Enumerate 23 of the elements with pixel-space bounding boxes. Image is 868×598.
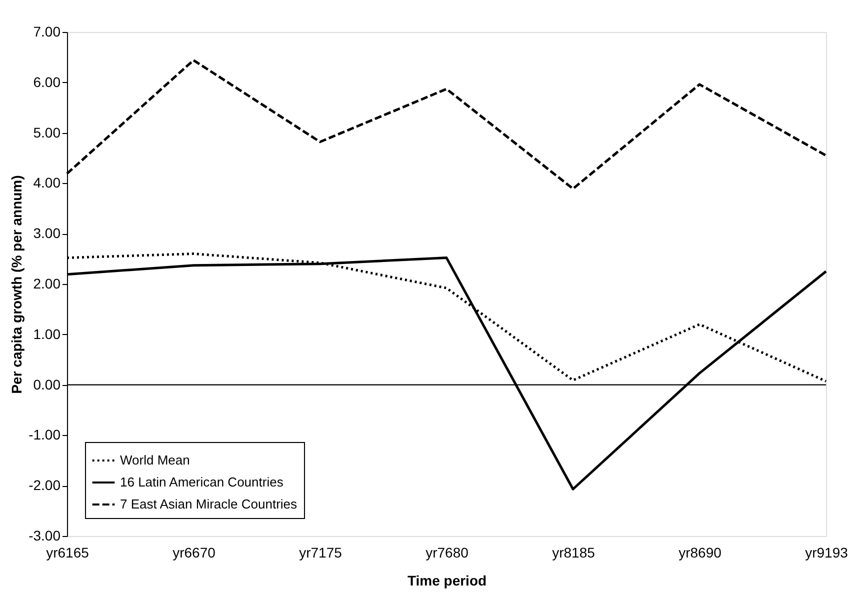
y-tick-label: -3.00	[28, 528, 61, 544]
x-tick-label: yr6165	[46, 544, 90, 560]
y-tick-label: 4.00	[33, 174, 61, 191]
y-tick-label: -2.00	[28, 477, 61, 494]
x-tick-label: yr7680	[426, 544, 469, 560]
x-axis-title: Time period	[407, 572, 487, 588]
y-tick-label: 2.00	[33, 276, 61, 292]
y-tick-label: 1.00	[33, 326, 61, 342]
x-tick-label: yr8185	[552, 544, 596, 560]
y-tick-label: 5.00	[33, 124, 61, 140]
y-axis-title: Per capita growth (% per annum)	[8, 175, 25, 394]
legend-label: 16 Latin American Countries	[120, 474, 284, 490]
y-tick-label: 6.00	[33, 74, 61, 90]
x-tick-label: yr8690	[678, 544, 722, 560]
y-tick-label: 7.00	[33, 24, 61, 40]
legend-label: World Mean	[120, 452, 190, 468]
x-tick-label: yr6670	[172, 544, 216, 560]
y-tick-label: 0.00	[33, 376, 61, 392]
x-tick-label: yr9193	[805, 544, 848, 560]
x-tick-label: yr7175	[299, 544, 342, 560]
y-tick-label: 3.00	[33, 225, 61, 242]
legend-label: 7 East Asian Miracle Countries	[120, 496, 298, 512]
y-tick-label: -1.00	[28, 426, 61, 443]
